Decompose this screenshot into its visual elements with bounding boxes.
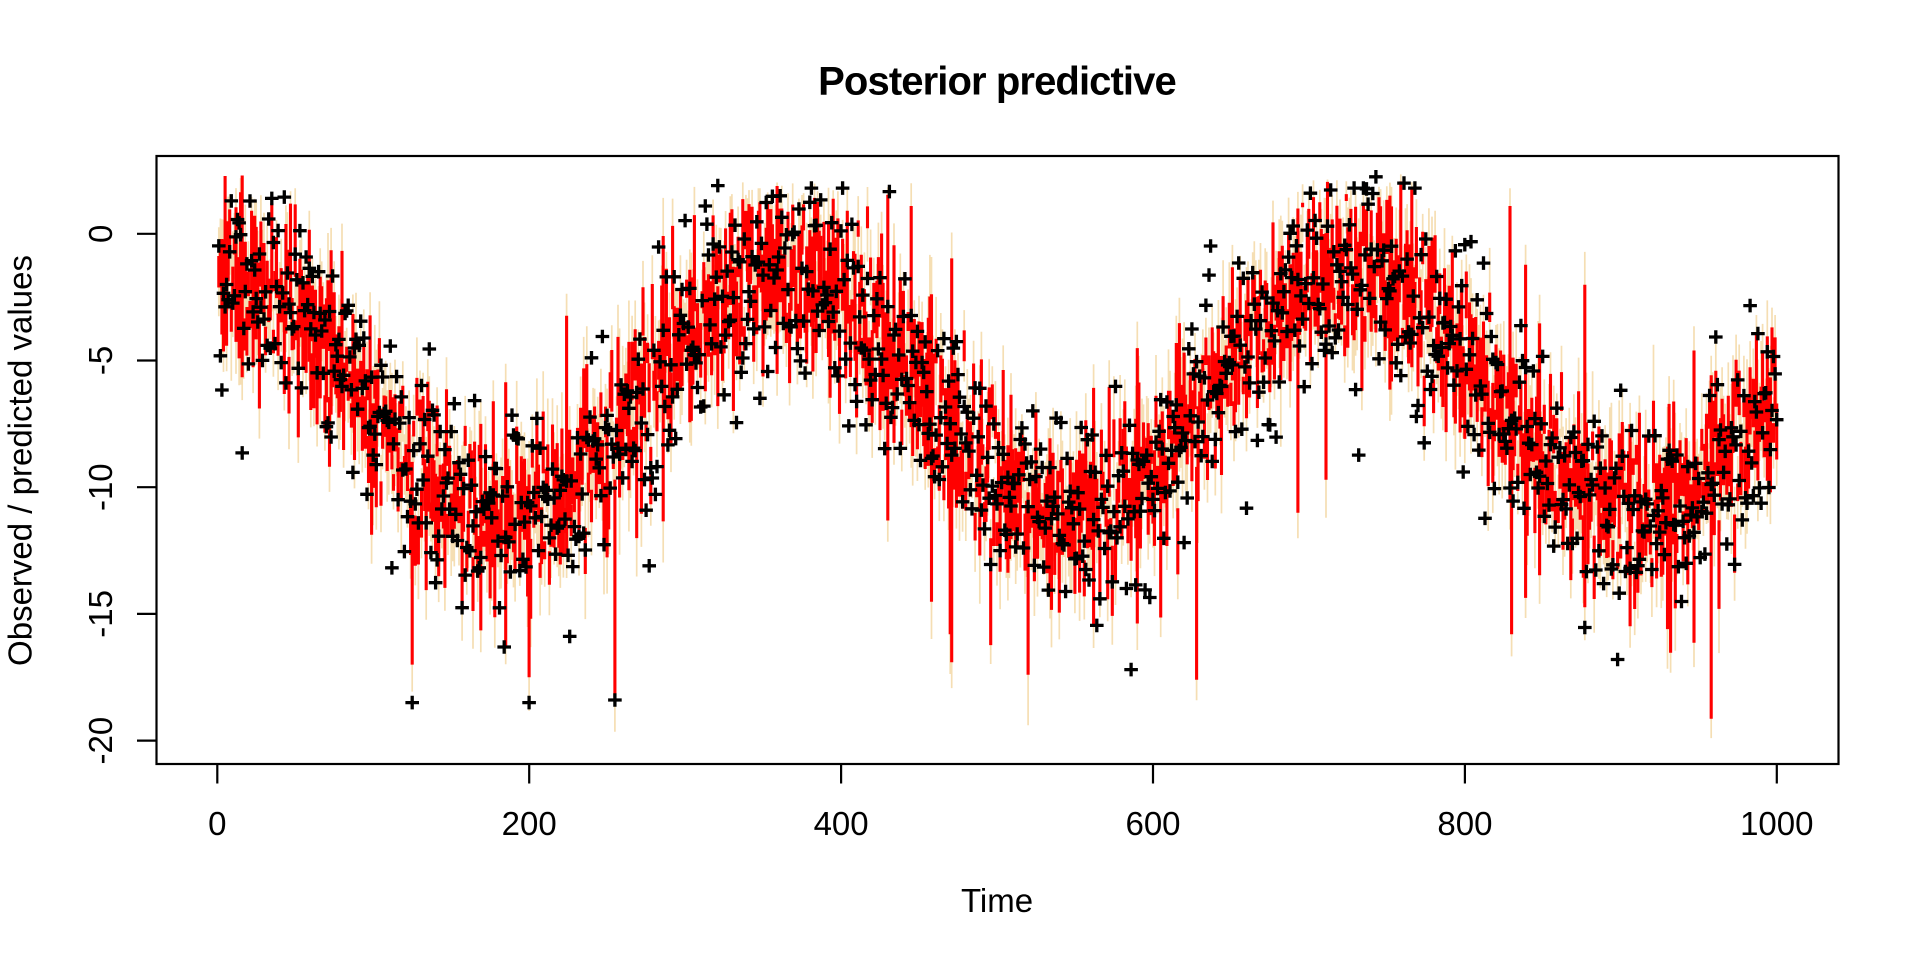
svg-text:600: 600 bbox=[1125, 805, 1180, 842]
svg-text:1000: 1000 bbox=[1740, 805, 1813, 842]
svg-text:-15: -15 bbox=[82, 590, 119, 638]
svg-text:Posterior predictive: Posterior predictive bbox=[818, 60, 1176, 104]
svg-text:-20: -20 bbox=[82, 717, 119, 765]
svg-text:800: 800 bbox=[1437, 805, 1492, 842]
svg-text:0: 0 bbox=[208, 805, 226, 842]
svg-text:Observed / predicted values: Observed / predicted values bbox=[2, 255, 39, 666]
svg-text:Time: Time bbox=[961, 882, 1033, 919]
svg-text:200: 200 bbox=[502, 805, 557, 842]
svg-text:-5: -5 bbox=[82, 346, 119, 375]
svg-text:-10: -10 bbox=[82, 463, 119, 511]
svg-text:0: 0 bbox=[82, 225, 119, 243]
svg-text:400: 400 bbox=[814, 805, 869, 842]
